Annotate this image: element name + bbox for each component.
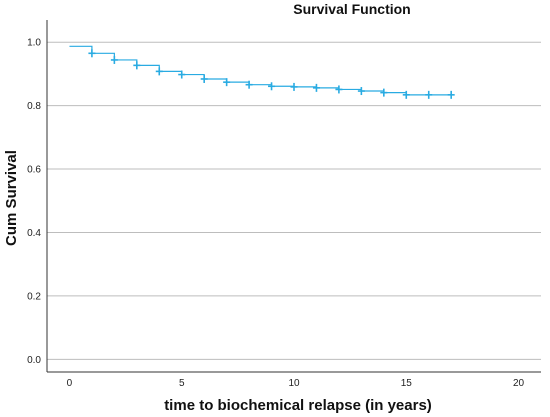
x-axis-label: time to biochemical relapse (in years) <box>164 397 432 414</box>
censor-marker <box>88 49 96 58</box>
censor-marker <box>402 90 410 99</box>
censor-marker <box>447 90 455 99</box>
grid-layer <box>47 41 541 360</box>
x-tick-label: 15 <box>401 378 413 389</box>
y-tick-label: 0.6 <box>27 165 41 176</box>
x-tick-label: 10 <box>288 378 300 389</box>
y-axis-label: Cum Survival <box>3 150 20 246</box>
censor-marker <box>223 78 231 87</box>
censor-marker <box>200 74 208 83</box>
series-layer <box>69 45 455 99</box>
x-tick-label: 0 <box>67 378 73 389</box>
censor-marker <box>245 80 253 89</box>
chart-title: Survival Function <box>293 1 410 17</box>
y-tick-label: 1.0 <box>27 38 41 49</box>
x-tick-label: 20 <box>513 378 525 389</box>
censor-marker <box>335 85 343 94</box>
y-tick-label: 0.2 <box>27 291 41 302</box>
censor-marker <box>155 67 163 76</box>
censor-marker <box>312 83 320 92</box>
censor-marker <box>178 70 186 79</box>
y-tick-label: 0.4 <box>27 228 41 239</box>
censor-marker <box>110 55 118 64</box>
x-tick-label: 5 <box>179 378 185 389</box>
y-tick-label: 0.0 <box>27 355 41 366</box>
censor-marker <box>357 87 365 96</box>
y-tick-label: 0.8 <box>27 101 41 112</box>
censor-marker <box>268 82 276 91</box>
censor-marker <box>380 88 388 97</box>
censor-marker <box>290 82 298 91</box>
censor-marker <box>133 61 141 70</box>
tick-layer: 0.0 0.2 0.4 0.6 0.8 1.0 0 5 10 15 20 <box>27 38 524 389</box>
censor-marker <box>425 90 433 99</box>
axes-layer <box>46 20 541 373</box>
